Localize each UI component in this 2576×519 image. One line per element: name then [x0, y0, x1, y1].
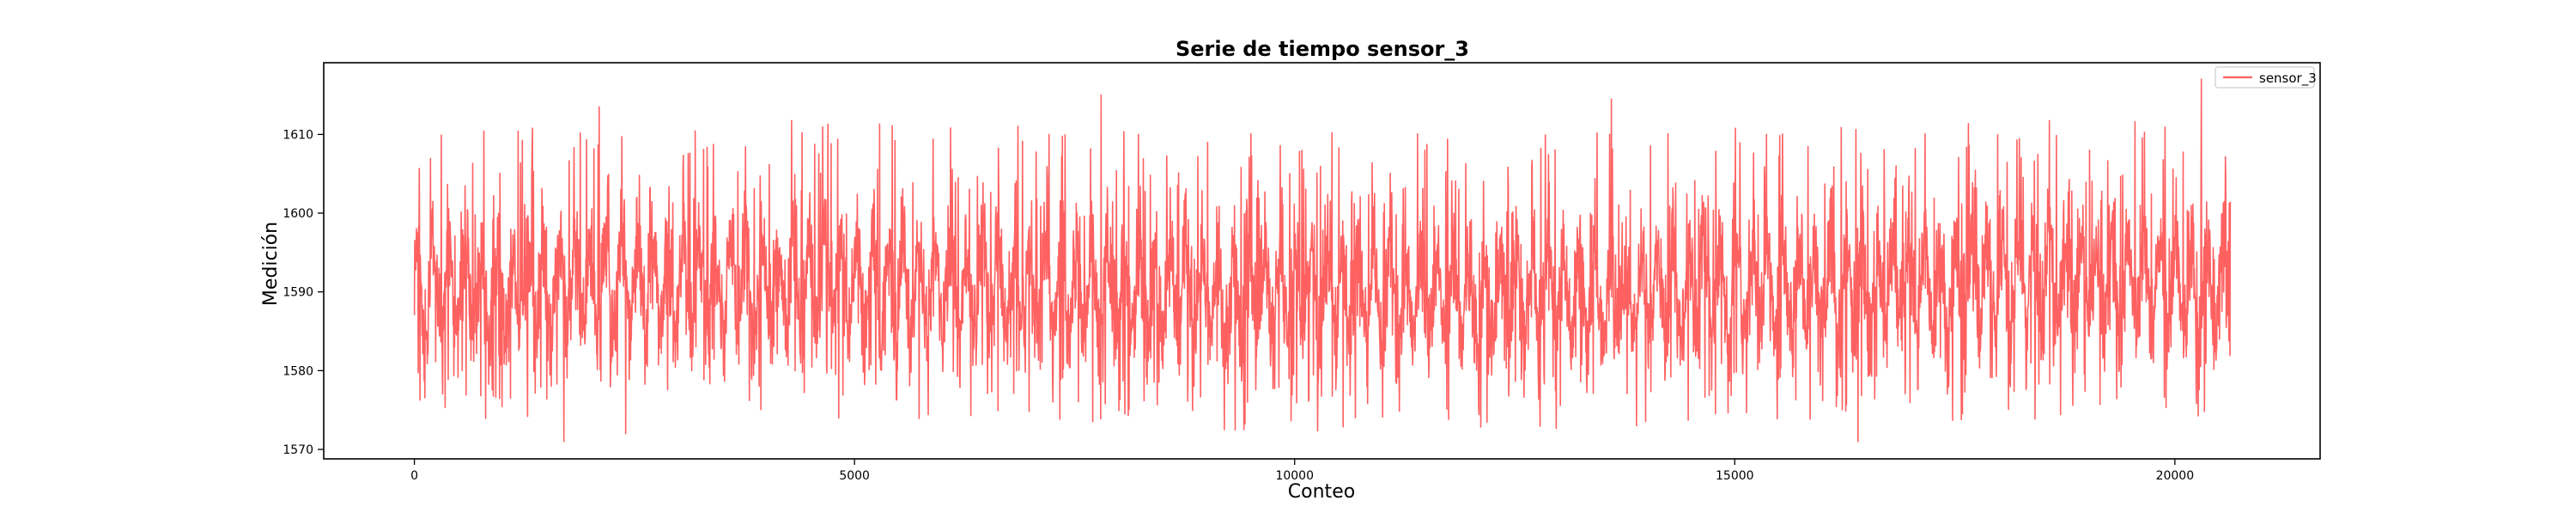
series-layer	[413, 78, 2232, 443]
plot-frame	[323, 62, 2321, 460]
x-tick-label: 20000	[2156, 469, 2195, 483]
x-tick-label: 5000	[839, 469, 870, 483]
y-tick-label: 1610	[283, 128, 313, 142]
legend-label: sensor_3	[2259, 70, 2317, 87]
x-tick-label: 0	[410, 469, 418, 483]
x-axis-ticks: 0 5000 10000 15000 20000	[410, 459, 2194, 483]
y-tick-label: 1570	[283, 443, 313, 457]
y-axis-label: Medición	[260, 222, 282, 306]
y-tick-label: 1580	[283, 364, 313, 378]
legend: sensor_3	[2215, 66, 2317, 89]
y-tick-label: 1590	[283, 286, 313, 300]
x-tick-label: 10000	[1275, 469, 1314, 483]
x-axis-label: Conteo	[1288, 481, 1355, 503]
series-line-sensor_3	[413, 78, 2232, 443]
y-axis-ticks: 1570 1580 1590 1600 1610	[283, 128, 324, 457]
legend-box	[2215, 66, 2315, 89]
y-tick-label: 1600	[283, 207, 313, 221]
x-tick-label: 15000	[1716, 469, 1754, 483]
chart-title: Serie de tiempo sensor_3	[1176, 37, 1469, 61]
